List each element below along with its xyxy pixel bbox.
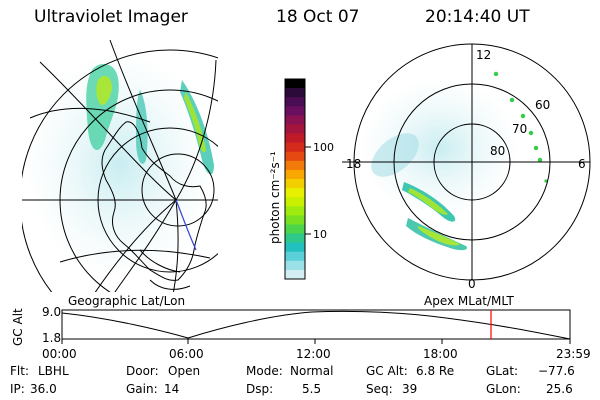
colorbar-segment bbox=[285, 151, 305, 162]
meridian bbox=[114, 199, 177, 292]
ip-label: IP: bbox=[10, 382, 25, 396]
lat-circle bbox=[22, 49, 218, 292]
colorbar-unit-label: photon cm⁻²s⁻¹ bbox=[268, 151, 282, 244]
aurora-dot bbox=[544, 179, 548, 183]
colorbar-segment bbox=[285, 79, 305, 89]
aurora-dot bbox=[528, 130, 534, 136]
diffuse-emission bbox=[25, 50, 215, 280]
time-tick-2359: 23:59 bbox=[556, 347, 591, 361]
meridian bbox=[94, 199, 177, 292]
aurora-core bbox=[184, 92, 206, 153]
gc-alt-value: 6.8 Re bbox=[416, 364, 455, 378]
seq-value: 39 bbox=[402, 382, 418, 396]
colorbar-segment bbox=[285, 242, 305, 253]
altitude-timeline: Geographic Lat/Lon Apex MLat/MLT 9.0 1.8… bbox=[11, 294, 591, 361]
time-tick-1800: 18:00 bbox=[423, 347, 458, 361]
aurora-core bbox=[418, 226, 460, 246]
polar-lat-80: 80 bbox=[490, 144, 505, 158]
aurora-dot bbox=[509, 97, 515, 103]
timeline-right-label: Apex MLat/MLT bbox=[424, 294, 514, 308]
aurora-dot bbox=[533, 145, 539, 151]
gc-alt-min: 1.8 bbox=[42, 331, 61, 345]
terminator-line bbox=[175, 199, 197, 251]
color-bar-frame bbox=[284, 78, 306, 280]
aurora-dot bbox=[493, 71, 499, 77]
lat-arc bbox=[59, 249, 211, 263]
aurora-dot bbox=[537, 157, 543, 163]
colorbar-segment bbox=[285, 169, 305, 180]
polar-lat-60: 60 bbox=[535, 98, 550, 112]
seq-label: Seq: bbox=[366, 382, 393, 396]
time-tick-1200: 12:00 bbox=[296, 347, 331, 361]
mode-value: Normal bbox=[290, 364, 334, 378]
aurora-core bbox=[408, 188, 448, 215]
colorbar-segment bbox=[285, 160, 305, 171]
colorbar-segment bbox=[285, 124, 305, 135]
door-value: Open bbox=[168, 364, 201, 378]
aurora-core bbox=[96, 75, 112, 106]
glat-label: GLat: bbox=[486, 364, 519, 378]
colorbar-tick-100: 100 bbox=[313, 141, 334, 154]
geographic-map bbox=[22, 39, 218, 292]
coastline bbox=[101, 121, 207, 290]
dsp-label: Dsp: bbox=[246, 382, 274, 396]
lat-arc bbox=[29, 107, 151, 123]
colorbar-segment bbox=[285, 260, 305, 271]
meridian bbox=[172, 199, 179, 292]
polar-label-6: 6 bbox=[578, 157, 586, 171]
gc-alt-label: GC Alt: bbox=[366, 364, 408, 378]
colorbar-segment bbox=[285, 106, 305, 116]
gain-value: 14 bbox=[164, 382, 180, 396]
polar-plot: 12 0 18 6 60 70 80 bbox=[342, 43, 591, 291]
colorbar-segment bbox=[285, 197, 305, 207]
image-date: 18 Oct 07 bbox=[276, 7, 360, 27]
colorbar-segment bbox=[285, 97, 305, 107]
polar-label-0: 0 bbox=[468, 277, 476, 291]
polar-label-18: 18 bbox=[346, 157, 361, 171]
ip-value: 36.0 bbox=[30, 382, 57, 396]
polar-label-12: 12 bbox=[476, 48, 491, 62]
aurora-dot bbox=[520, 113, 526, 119]
diffuse-emission bbox=[360, 78, 520, 218]
color-bar bbox=[285, 79, 305, 280]
image-time: 20:14:40 UT bbox=[425, 7, 530, 27]
time-tick-0600: 06:00 bbox=[169, 347, 204, 361]
aurora-swath bbox=[136, 90, 148, 164]
colorbar-segment bbox=[285, 142, 305, 153]
colorbar-segment bbox=[285, 115, 305, 125]
time-tick-0000: 00:00 bbox=[42, 347, 77, 361]
colorbar-segment bbox=[285, 224, 305, 235]
gc-alt-axis-label: GC Alt bbox=[11, 308, 25, 346]
door-label: Door: bbox=[126, 364, 159, 378]
glat-value: −77.6 bbox=[538, 364, 575, 378]
flt-value: LBHL bbox=[38, 364, 69, 378]
colorbar-segment bbox=[285, 233, 305, 244]
colorbar-segment bbox=[285, 88, 305, 98]
flt-label: Flt: bbox=[10, 364, 29, 378]
dsp-value: 5.5 bbox=[302, 382, 322, 396]
colorbar-segment bbox=[285, 251, 305, 262]
colorbar-segment bbox=[285, 206, 305, 216]
timeline-left-label: Geographic Lat/Lon bbox=[68, 294, 185, 308]
gain-label: Gain: bbox=[126, 382, 158, 396]
meridian bbox=[109, 39, 177, 201]
glon-value: 25.6 bbox=[546, 382, 573, 396]
glon-label: GLon: bbox=[486, 382, 521, 396]
gc-alt-max: 9.0 bbox=[42, 305, 61, 319]
mode-label: Mode: bbox=[246, 364, 283, 378]
app-title: Ultraviolet Imager bbox=[34, 7, 188, 27]
diffuse-emission bbox=[371, 133, 419, 177]
timeline-frame bbox=[61, 309, 571, 340]
colorbar-segment bbox=[285, 133, 305, 144]
colorbar-segment bbox=[285, 179, 305, 189]
colorbar-tick-10: 10 bbox=[313, 228, 327, 241]
colorbar-segment bbox=[285, 269, 305, 280]
colorbar-segment bbox=[285, 188, 305, 198]
colorbar-segment bbox=[285, 215, 305, 225]
polar-lat-70: 70 bbox=[512, 122, 527, 136]
